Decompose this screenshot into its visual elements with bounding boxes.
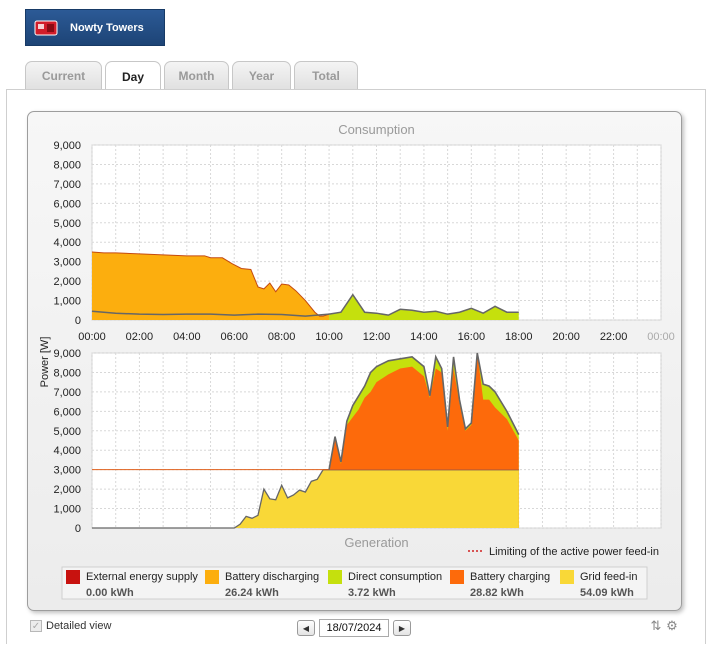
next-day-button[interactable]: ▶ [393,620,411,636]
y-tick-label: 8,000 [53,159,81,171]
y-tick-label: 2,000 [53,276,81,288]
zoom-reset-icon[interactable]: ⇅ [650,618,662,633]
legend-swatch [450,570,464,584]
date-field[interactable]: 18/07/2024 [319,619,389,637]
legend [61,566,648,600]
series-area-grid-feed-in [92,469,519,528]
y-tick-label: 0 [75,315,81,327]
legend-label: Grid feed-in [580,571,637,583]
detailed-view-toggle[interactable]: ✓ Detailed view [30,620,111,632]
plant-logo-icon [34,20,58,35]
y-tick-label: 8,000 [53,367,81,379]
y-tick-label: 4,000 [53,445,81,457]
chart-tools: ⇅ ⚙ [648,617,680,635]
x-tick-label: 00:00 [78,331,106,343]
legend-swatch [205,570,219,584]
series-line-grid-feed-in [92,469,519,529]
generation-plot: 0 1,000 2,000 3,000 4,000 5,000 6,000 7,000 8,00… [53,348,662,552]
series-line-direct-consumption [328,293,519,316]
x-tick-label: 16:00 [458,331,486,343]
legend-value: 0.00 kWh [86,587,134,599]
series-line-total-consumption [91,310,330,317]
consumption-plot: 0 1,000 2,000 3,000 4,000 5,000 6,000 7,000 8,00… [53,140,674,343]
legend-box [61,566,648,600]
y-tick-label: 7,000 [53,179,81,191]
x-tick-label: 20:00 [552,331,580,343]
y-tick-label: 5,000 [53,218,81,230]
legend-label: Battery discharging [225,571,319,583]
y-tick-label: 6,000 [53,406,81,418]
y-tick-label: 3,000 [53,465,81,477]
plant-selector-button[interactable]: Nowty Towers [25,9,165,46]
y-tick-label: 2,000 [53,484,81,496]
chart-title: Generation [344,535,408,550]
legend-swatch [66,570,80,584]
y-tick-label: 4,000 [53,237,81,249]
y-tick-label: 9,000 [53,348,81,360]
tab-total[interactable]: Total [294,61,358,90]
series-line-total-generation [328,352,520,470]
legend-value: 3.72 kWh [348,587,396,599]
legend-value: 54.09 kWh [580,587,634,599]
y-tick-label: 1,000 [53,296,81,308]
legend-swatch [328,570,342,584]
y-tick-label: 3,000 [53,257,81,269]
date-navigator: ◀ 18/07/2024 ▶ [297,619,411,637]
chevron-right-icon: ▶ [398,623,406,633]
x-tick-label: 12:00 [363,331,391,343]
chevron-left-icon: ◀ [302,623,310,633]
legend-label: Direct consumption [348,571,442,583]
previous-day-button[interactable]: ◀ [297,620,315,636]
tab-year[interactable]: Year [232,61,291,90]
legend-label: External energy supply [86,571,198,583]
y-tick-label: 0 [75,523,81,535]
tab-month[interactable]: Month [164,61,229,90]
y-axis-label: Power [W] [39,337,51,388]
legend-label: Battery charging [470,571,550,583]
x-tick-label: 00:00 [647,331,675,343]
tab-day[interactable]: Day [105,61,161,91]
legend-value: 26.24 kWh [225,587,279,599]
legend-swatch [560,570,574,584]
period-tabs: Current Day Month Year Total [25,61,361,91]
tab-current[interactable]: Current [25,61,102,90]
series-line-battery-discharging [91,251,330,317]
settings-gear-icon[interactable]: ⚙ [666,618,678,633]
y-tick-label: 5,000 [53,426,81,438]
y-tick-label: 1,000 [53,504,81,516]
checkbox-checked-icon[interactable]: ✓ [30,620,42,632]
chart-title: Consumption [338,122,415,137]
x-tick-label: 08:00 [268,331,296,343]
x-tick-label: 02:00 [126,331,154,343]
x-tick-label: 10:00 [315,331,343,343]
x-tick-label: 14:00 [410,331,438,343]
detailed-view-label: Detailed view [46,620,112,632]
x-tick-label: 06:00 [220,331,248,343]
series-area-battery-discharging [92,251,330,320]
x-tick-label: 22:00 [600,331,628,343]
y-tick-label: 7,000 [53,387,81,399]
x-tick-label: 18:00 [505,331,533,343]
limit-legend-label: Limiting of the active power feed-in [489,546,659,558]
plant-name: Nowty Towers [70,21,144,34]
x-tick-label: 04:00 [173,331,201,343]
y-tick-label: 6,000 [53,198,81,210]
y-tick-label: 9,000 [53,140,81,152]
legend-value: 28.82 kWh [470,587,524,599]
